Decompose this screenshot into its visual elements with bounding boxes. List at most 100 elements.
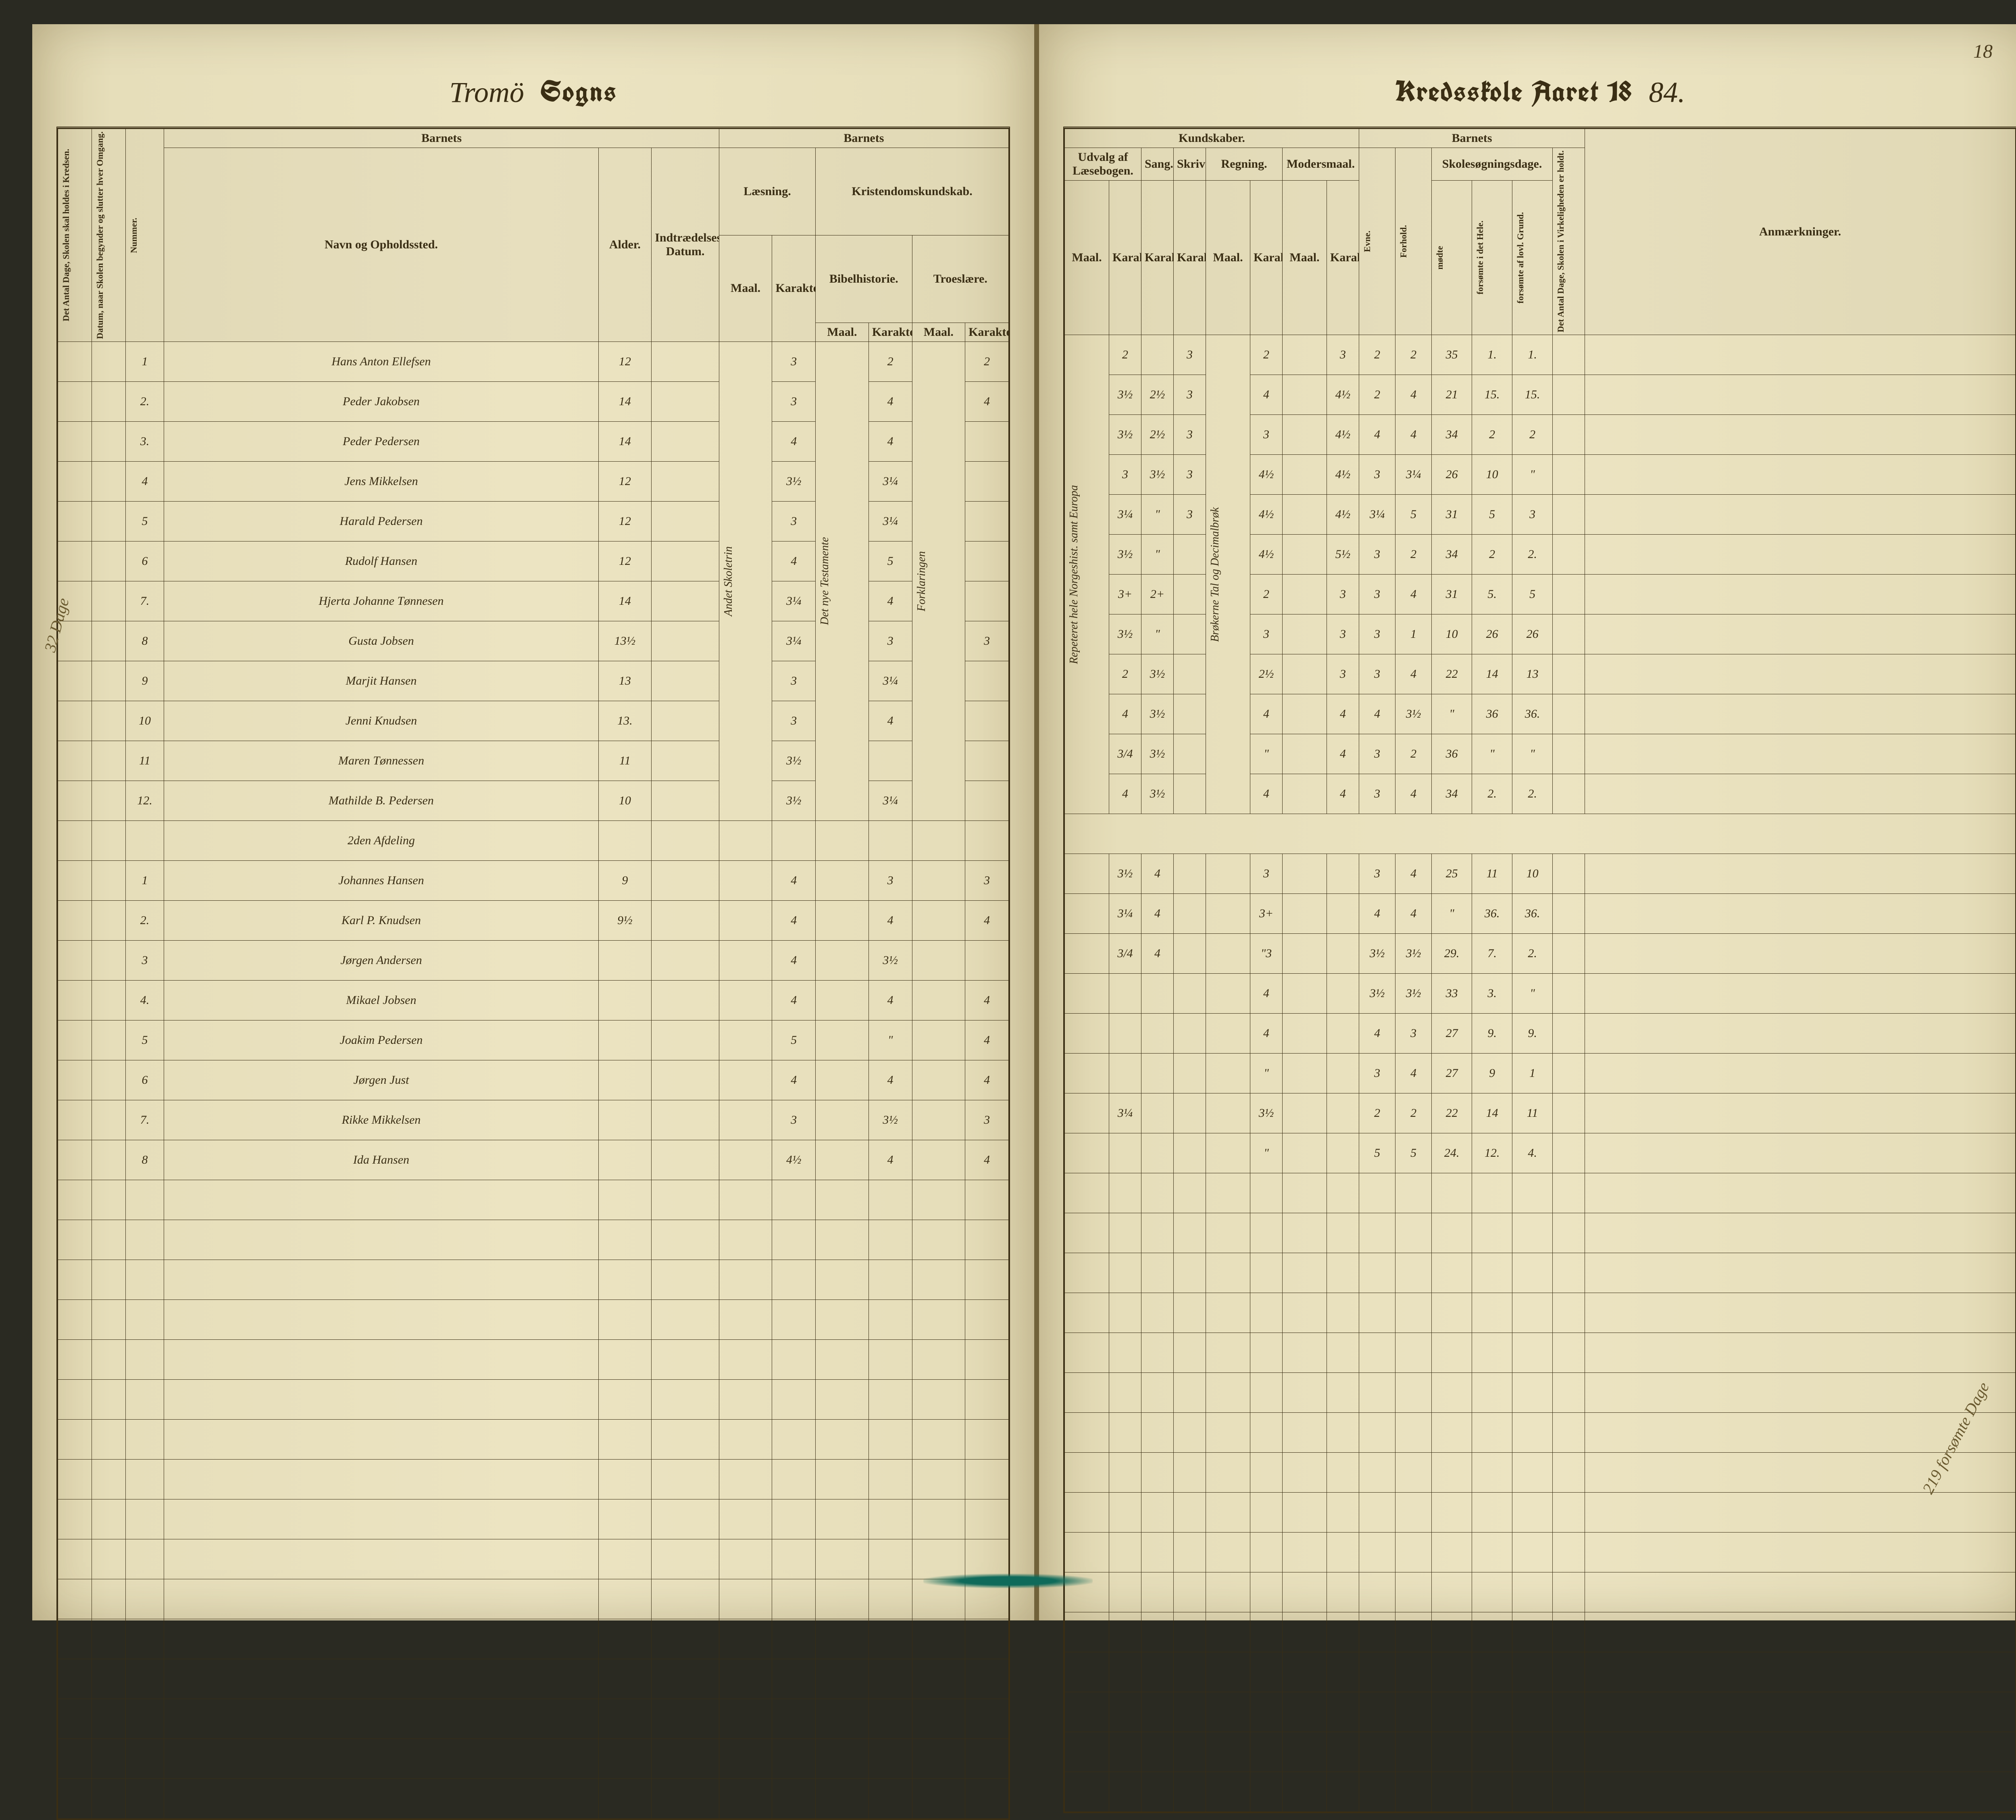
forsomte-lov-cell: 2. xyxy=(1512,774,1553,814)
blank-row xyxy=(1065,1253,2016,1293)
forhold-cell: 4 xyxy=(1395,654,1432,694)
date-cell xyxy=(92,1020,125,1060)
modte-cell: 27 xyxy=(1432,1014,1472,1054)
hdr-barnets-right: Barnets xyxy=(1359,129,1585,148)
blank-cell xyxy=(1395,1293,1432,1333)
anm-cell xyxy=(1585,535,2016,575)
blank-cell xyxy=(58,1220,92,1260)
parish-name: Tromö xyxy=(450,76,524,109)
days-planned-cell xyxy=(58,860,92,900)
blank-cell xyxy=(816,1220,869,1260)
laesning-kar-cell: 3 xyxy=(772,1100,816,1140)
days-planned-cell xyxy=(58,980,92,1020)
evne-cell: 3½ xyxy=(1359,974,1395,1014)
blank-cell xyxy=(1359,1772,1395,1812)
hdr-udv-maal: Maal. xyxy=(1065,181,1109,335)
blank-cell xyxy=(772,1659,816,1699)
blank-cell xyxy=(719,1539,772,1579)
blank-cell xyxy=(1327,1692,1359,1732)
udvalg-maal-note: Repeteret hele Norgeshist. samt Europa xyxy=(1065,335,1109,814)
hdr-laes-kar: Karakter. xyxy=(772,235,816,342)
skriv-cell xyxy=(1174,1133,1206,1173)
skriv-cell xyxy=(1174,974,1206,1014)
days-held-cell xyxy=(1553,1054,1585,1093)
regning-maal-cell xyxy=(1206,1093,1250,1133)
blank-cell xyxy=(1174,1173,1206,1213)
forsomte-hele-cell: 36 xyxy=(1472,694,1512,734)
entry-date-cell xyxy=(652,860,719,900)
forsomte-lov-cell: 36. xyxy=(1512,894,1553,934)
age-cell: 10 xyxy=(598,781,652,820)
name-cell: Jenni Knudsen xyxy=(164,701,598,741)
modte-cell: 34 xyxy=(1432,535,1472,575)
age-cell: 11 xyxy=(598,741,652,781)
moders-kar-cell: 4½ xyxy=(1327,375,1359,415)
blank-cell xyxy=(719,1739,772,1778)
regning-kar-cell: 3 xyxy=(1250,415,1283,455)
blank-cell xyxy=(912,1180,965,1220)
troes-kar-cell: 3 xyxy=(965,621,1009,661)
blank-cell xyxy=(1174,1572,1206,1612)
blank-cell xyxy=(1141,1652,1174,1692)
blank-cell xyxy=(1395,1692,1432,1732)
blank-cell xyxy=(1359,1453,1395,1493)
udvalg-maal-cell xyxy=(1065,974,1109,1014)
blank-cell xyxy=(1512,1333,1553,1373)
blank-cell xyxy=(912,1260,965,1299)
blank-cell xyxy=(92,1699,125,1739)
laesning-maal-cell xyxy=(719,1020,772,1060)
binding-string xyxy=(923,1574,1093,1588)
blank-cell xyxy=(816,1699,869,1739)
entry-date-cell xyxy=(652,980,719,1020)
blank-cell xyxy=(58,1379,92,1419)
forsomte-hele-cell: 14 xyxy=(1472,1093,1512,1133)
hdr-troes: Troeslære. xyxy=(912,235,1008,323)
blank-cell xyxy=(58,1180,92,1220)
regning-kar-cell: 4 xyxy=(1250,974,1283,1014)
blank-cell xyxy=(1395,1612,1432,1652)
bibel-kar-cell: 4 xyxy=(868,900,912,940)
blank-cell xyxy=(1432,1173,1472,1213)
blank-cell xyxy=(719,1419,772,1459)
blank-row xyxy=(1065,1533,2016,1572)
udvalg-maal-cell xyxy=(1065,854,1109,894)
number-cell: 10 xyxy=(125,701,164,741)
forsomte-lov-cell: 15. xyxy=(1512,375,1553,415)
evne-cell: 3 xyxy=(1359,455,1395,495)
moders-kar-cell: 4½ xyxy=(1327,495,1359,535)
blank-cell xyxy=(1512,1493,1553,1533)
bibel-kar-cell: 4 xyxy=(868,980,912,1020)
blank-cell xyxy=(1512,1533,1553,1572)
blank-cell xyxy=(1327,1533,1359,1572)
hdr-navn: Navn og Opholdssted. xyxy=(164,148,598,342)
blank-cell xyxy=(1141,1173,1174,1213)
blank-cell xyxy=(772,1299,816,1339)
blank-cell xyxy=(1432,1652,1472,1692)
forsomte-hele-cell: 15. xyxy=(1472,375,1512,415)
days-planned-cell xyxy=(58,381,92,421)
blank-cell xyxy=(652,1499,719,1539)
blank-row xyxy=(1065,1413,2016,1453)
blank-cell xyxy=(164,1260,598,1299)
blank-cell xyxy=(1206,1253,1250,1293)
bibel-maal-cell xyxy=(816,1060,869,1100)
regning-maal-cell xyxy=(1206,854,1250,894)
blank-cell xyxy=(1432,1612,1472,1652)
forsomte-hele-cell: 26 xyxy=(1472,614,1512,654)
bibel-maal-cell xyxy=(816,860,869,900)
troes-maal-cell xyxy=(912,1140,965,1180)
forsomte-hele-cell: 2. xyxy=(1472,774,1512,814)
blank-cell xyxy=(965,1499,1009,1539)
blank-cell xyxy=(1206,1173,1250,1213)
left-page: Tromö Sogns 32 Dage Det Antal Dage, Skol… xyxy=(32,24,1037,1620)
troes-kar-cell: 3 xyxy=(965,1100,1009,1140)
number-cell: 3. xyxy=(125,421,164,461)
skriv-cell xyxy=(1174,535,1206,575)
laesning-maal-cell xyxy=(719,860,772,900)
age-cell: 12 xyxy=(598,461,652,501)
age-cell xyxy=(598,1020,652,1060)
blank-cell xyxy=(1395,1413,1432,1453)
blank-cell xyxy=(965,1180,1009,1220)
blank-cell xyxy=(1141,1373,1174,1413)
blank-row xyxy=(1065,1652,2016,1692)
